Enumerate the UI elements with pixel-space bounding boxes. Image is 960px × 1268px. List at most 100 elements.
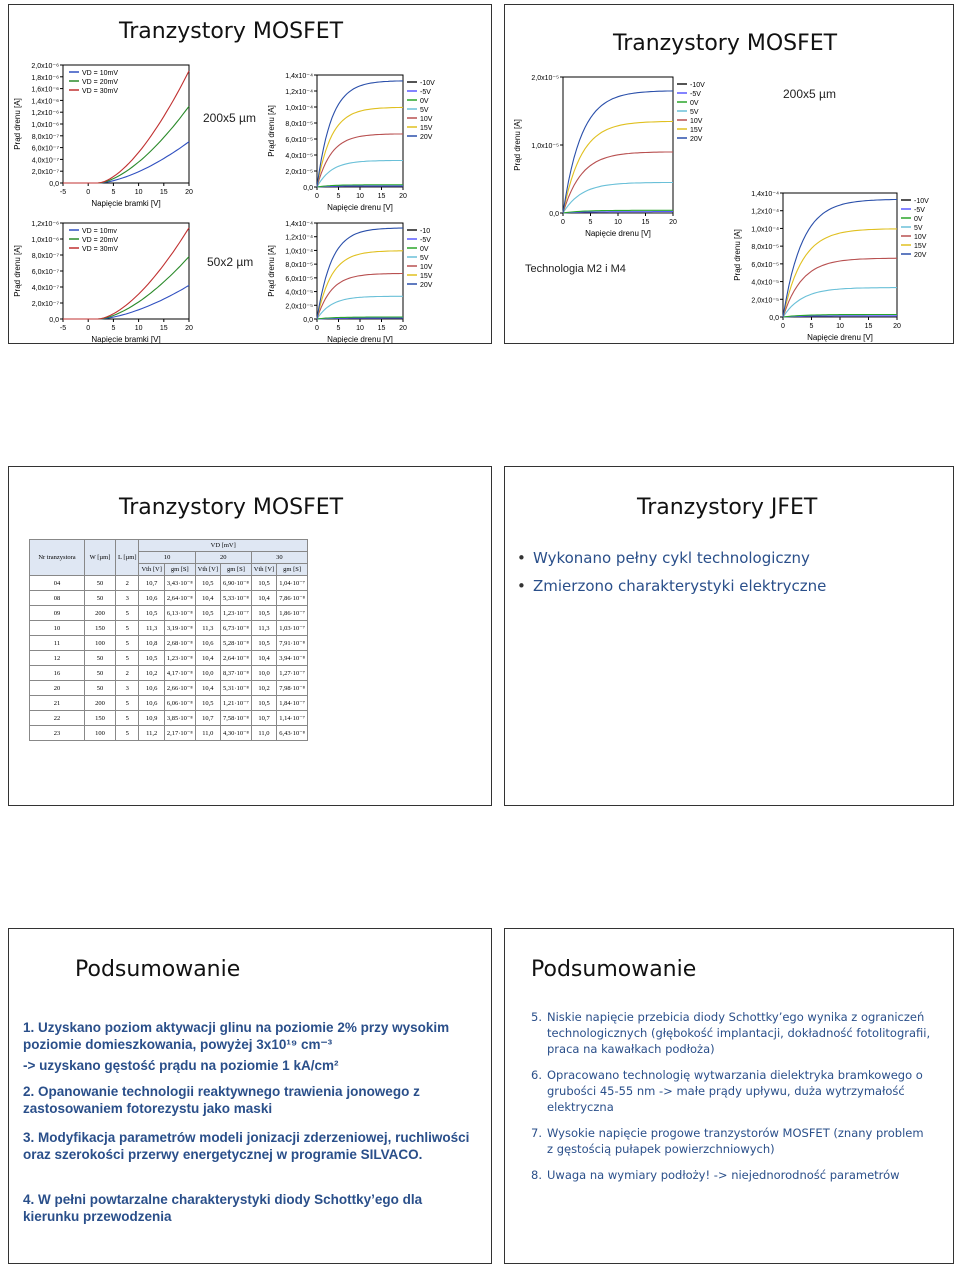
series-line xyxy=(316,317,403,320)
table-cell: 04 xyxy=(29,575,85,591)
table-cell: 8,37·10⁻⁸ xyxy=(220,665,252,681)
slide-title: Podsumowanie xyxy=(531,957,697,982)
table-cell: 3 xyxy=(114,590,140,606)
chart-svg: 0,0 2,0x10⁻⁷ 4,0x10⁻⁷ 6,0x10⁻⁷ 8,0x10⁻⁷ 1,0x1… xyxy=(13,221,193,343)
y-tick-label: 1,0x10⁻⁴ xyxy=(751,226,779,233)
legend: VD = 10mv VD = 20mV VD = 30mV xyxy=(69,228,118,253)
table-cell: 5 xyxy=(114,695,140,711)
series-line xyxy=(316,295,403,320)
y-tick-label: 2,0x10⁻⁵ xyxy=(751,297,779,304)
item-text: Opracowano technologię wytwarzania diele… xyxy=(547,1068,923,1114)
summary-item: -> uzyskano gęstość prądu na poziomie 1 … xyxy=(23,1058,339,1073)
x-axis-label: Napięcie drenu [V] xyxy=(807,333,873,342)
table-row: 08 50 3 10,6 2,64·10⁻⁸ 10,4 5,33·10⁻⁸ 10,4 7,86·… xyxy=(29,590,308,606)
table-row: 10 150 5 11,3 3,19·10⁻⁸ 11,3 6,73·10⁻⁸ 11,3 1,03… xyxy=(29,620,308,636)
table-cell: 11,3 xyxy=(138,620,165,636)
legend: -10V -5V 0V 5V 10V 15V 20V xyxy=(901,198,929,259)
x-tick-label: 0 xyxy=(781,323,785,330)
table-cell: 21 xyxy=(29,695,85,711)
series-line xyxy=(782,315,897,318)
series-line xyxy=(63,227,190,320)
table-cell: 100 xyxy=(84,725,116,741)
y-tick-label: 4,0x10⁻⁵ xyxy=(285,290,313,297)
header-sub: Vth [V] xyxy=(138,563,165,576)
table-cell: 1,21·10⁻⁷ xyxy=(220,695,252,711)
table-cell: 2,66·10⁻⁸ xyxy=(163,680,196,696)
y-tick-label: 2,0x10⁻⁵ xyxy=(285,303,313,310)
legend-entry: 5V xyxy=(420,255,429,262)
table-cell: 7,91·10⁻⁸ xyxy=(276,635,308,651)
table-cell: 08 xyxy=(29,590,85,606)
legend-entry: VD = 30mV xyxy=(82,246,118,253)
table-cell: 5 xyxy=(114,605,140,621)
y-tick-label: 8,0x10⁻⁵ xyxy=(751,244,779,251)
x-axis-label: Napięcie drenu [V] xyxy=(327,335,393,344)
series-line xyxy=(316,316,403,320)
x-tick-label: -5 xyxy=(60,189,66,196)
table-row: 11 100 5 10,8 2,68·10⁻⁸ 10,6 5,28·10⁻⁸ 10,5 7,91… xyxy=(29,635,308,651)
table-cell: 3,19·10⁻⁸ xyxy=(163,620,196,636)
plot-frame xyxy=(562,76,674,214)
legend-entry: 20V xyxy=(420,282,433,289)
y-tick-label: 1,2x10⁻⁶ xyxy=(31,221,59,228)
chart-output-m2: 0,0 1,0x10⁻⁵ 2,0x10⁻⁵ 0 5 10 15 20 Napięcie dren… xyxy=(511,71,729,239)
table-cell: 12 xyxy=(29,650,85,666)
table-row: 16 50 2 10,2 4,17·10⁻⁸ 10,0 8,37·10⁻⁸ 10,0 1,27·… xyxy=(29,665,308,681)
x-tick-label: -5 xyxy=(60,325,66,332)
y-tick-label: 1,4x10⁻⁴ xyxy=(285,73,313,80)
bullet-item: Zmierzono charakterystyki elektryczne xyxy=(517,577,826,595)
table-cell: 5 xyxy=(114,635,140,651)
y-tick-label: 6,0x10⁻⁷ xyxy=(32,269,60,276)
table-cell: 11,0 xyxy=(194,725,222,741)
table-cell: 6,73·10⁻⁸ xyxy=(220,620,252,636)
table-cell: 11,3 xyxy=(250,620,278,636)
x-tick-label: 10 xyxy=(356,325,364,332)
x-tick-label: 0 xyxy=(86,325,90,332)
legend-entry: 10V xyxy=(420,116,433,123)
series-line xyxy=(782,198,897,318)
legend-entry: -5V xyxy=(914,207,925,214)
x-tick-label: 10 xyxy=(836,323,844,330)
device-size-label: 200x5 µm xyxy=(783,87,836,101)
x-axis-label: Napięcie drenu [V] xyxy=(327,203,393,212)
device-size-label: 200x5 µm xyxy=(203,111,256,125)
x-tick-label: 0 xyxy=(315,193,319,200)
y-axis-label: Prąd drenu [A] xyxy=(513,119,522,171)
item-text: Uwaga na wymiary podłoży! -> niejednorod… xyxy=(547,1168,900,1182)
table-cell: 10,4 xyxy=(250,650,278,666)
x-tick-label: 5 xyxy=(810,323,814,330)
x-tick-label: 5 xyxy=(337,325,341,332)
x-tick-label: 10 xyxy=(614,219,622,226)
y-tick-label: 6,0x10⁻⁵ xyxy=(285,137,313,144)
series-line xyxy=(782,228,897,318)
table-cell: 7,58·10⁻⁸ xyxy=(220,710,252,726)
header-nr: Nr tranzystora xyxy=(29,539,85,576)
legend-entry: -10V xyxy=(420,80,435,87)
table-cell: 50 xyxy=(84,665,116,681)
legend-entry: -10 xyxy=(420,228,430,235)
series-line xyxy=(562,90,674,214)
legend-entry: 15V xyxy=(420,125,433,132)
item-text: Niskie napięcie przebicia diody Schottky… xyxy=(547,1010,931,1056)
table-cell: 10,9 xyxy=(138,710,165,726)
table-cell: 1,23·10⁻⁷ xyxy=(220,605,252,621)
table-cell: 5 xyxy=(114,725,140,741)
table-cell: 10,6 xyxy=(138,680,165,696)
header-sub: gm [S] xyxy=(276,563,308,576)
y-axis-label: Prąd drenu [A] xyxy=(733,229,742,281)
legend-entry: 10V xyxy=(914,234,927,241)
chart-svg: 0,0 2,0x10⁻⁵ 4,0x10⁻⁵ 6,0x10⁻⁵ 8,0x10⁻⁵ 1,0x1… xyxy=(733,191,929,342)
item-number: 8. xyxy=(531,1168,542,1182)
chart-output-50x2: 0,0 2,0x10⁻⁵ 4,0x10⁻⁵ 6,0x10⁻⁵ 8,0x10⁻⁵ 1,0x1… xyxy=(265,217,459,344)
series-line xyxy=(316,159,403,188)
legend-entry: VD = 20mV xyxy=(82,79,118,86)
table-cell: 3 xyxy=(114,680,140,696)
x-tick-label: 15 xyxy=(378,325,386,332)
header-vd-value: 10 xyxy=(138,551,196,564)
y-tick-label: 4,0x10⁻⁷ xyxy=(32,157,60,164)
table-cell: 200 xyxy=(84,695,116,711)
table-cell: 22 xyxy=(29,710,85,726)
header-vd: VD [mV] xyxy=(138,539,308,552)
y-tick-label: 2,0x10⁻⁷ xyxy=(32,301,60,308)
series-line xyxy=(562,120,674,214)
